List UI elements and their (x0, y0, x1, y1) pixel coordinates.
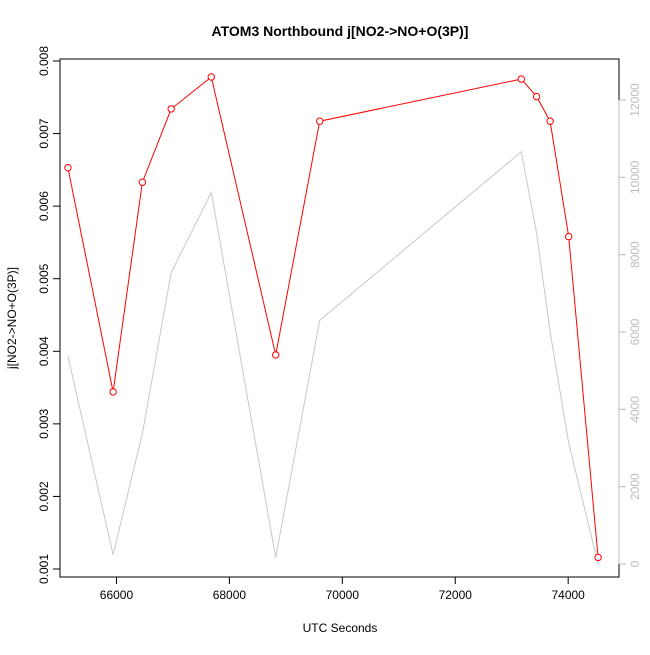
series-line-right-axis (67, 150, 599, 565)
x-tick-label: 74000 (551, 588, 585, 602)
y-axis-right: 0 2000 4000 6000 8000 10000 12000 (618, 83, 642, 567)
y-tick-label: 0.002 (37, 481, 51, 511)
y2-tick-label: 12000 (628, 83, 642, 117)
data-point-marker (272, 351, 280, 359)
chart-title: ATOM3 Northbound j[NO2->NO+O(3P)] (212, 23, 469, 39)
series-line-left-axis (67, 76, 599, 558)
data-point-marker (316, 117, 324, 125)
x-tick-label: 70000 (326, 588, 360, 602)
data-point-marker (64, 164, 72, 172)
data-point-marker (565, 232, 573, 241)
data-point-marker (532, 92, 541, 101)
data-point-marker (207, 73, 216, 81)
y-tick-label: 0.007 (37, 118, 51, 148)
y-tick-label: 0.001 (37, 554, 51, 584)
x-tick-label: 68000 (213, 588, 247, 602)
y-tick-label: 0.008 (37, 46, 51, 76)
y2-tick-label: 6000 (628, 318, 642, 345)
data-point-marker (594, 553, 602, 562)
data-point-marker (109, 388, 117, 396)
y-tick-label: 0.005 (37, 263, 51, 293)
y2-tick-label: 0 (628, 560, 642, 567)
data-point-marker (138, 178, 147, 186)
y-tick-label: 0.003 (37, 409, 51, 439)
data-point-marker (546, 117, 554, 125)
y-tick-label: 0.004 (37, 336, 51, 366)
data-point-marker (517, 75, 525, 83)
series-layer (64, 73, 602, 565)
y2-tick-label: 8000 (628, 241, 642, 268)
x-axis-label: UTC Seconds (303, 621, 378, 635)
y-axis-label: j[NO2->NO+O(3P)] (5, 267, 19, 370)
y2-tick-label: 2000 (628, 473, 642, 500)
x-axis: 66000 68000 70000 72000 74000 (100, 576, 585, 602)
data-point-marker (167, 105, 175, 113)
x-tick-label: 72000 (439, 588, 473, 602)
y2-tick-label: 4000 (628, 396, 642, 423)
x-tick-label: 66000 (100, 588, 134, 602)
y-tick-label: 0.006 (37, 191, 51, 221)
y-axis-left: 0.001 0.002 0.003 0.004 0.005 0.006 0.007 0.008 (37, 46, 60, 584)
y2-tick-label: 10000 (628, 160, 642, 194)
